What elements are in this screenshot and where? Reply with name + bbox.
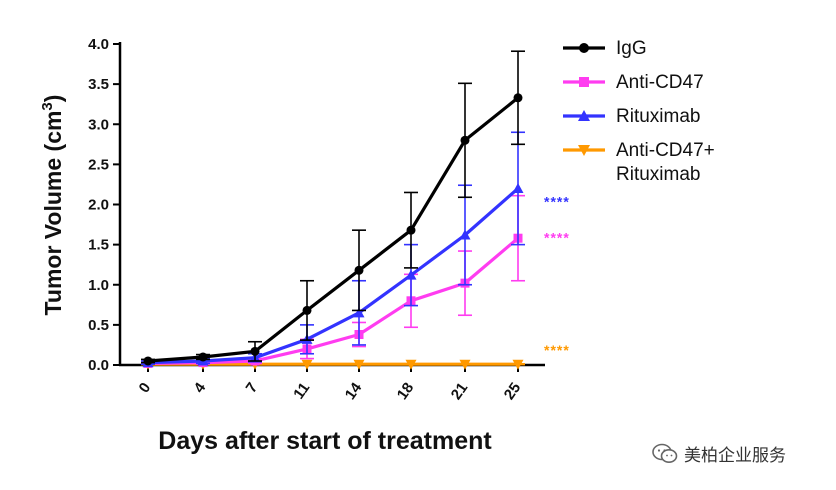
significance-annotations: **** **** **** xyxy=(544,193,570,358)
legend-entry-3: Anti-CD47+ Rituximab xyxy=(563,140,715,185)
x-tick-label: 0 xyxy=(136,380,155,397)
legend-entry-0: IgG xyxy=(563,38,647,59)
significance-marker: **** xyxy=(544,342,570,358)
y-tick-label: 1.5 xyxy=(88,237,109,254)
y-tick-label: 1.0 xyxy=(88,277,109,294)
y-ticks: 0.0 0.5 1.0 1.5 2.0 2.5 3.0 3.5 4.0 xyxy=(88,36,120,374)
wechat-icon xyxy=(652,443,678,463)
x-tick-label: 18 xyxy=(394,380,417,403)
x-tick-label: 4 xyxy=(191,379,210,396)
data-point xyxy=(405,269,417,280)
series-layer xyxy=(141,50,525,370)
data-point xyxy=(405,359,417,370)
y-tick-label: 0.5 xyxy=(88,317,109,334)
data-point xyxy=(513,93,523,103)
series-line xyxy=(147,236,520,365)
data-point xyxy=(301,359,313,370)
legend-label: IgG xyxy=(616,38,647,59)
data-point xyxy=(353,307,365,318)
series-0 xyxy=(141,50,525,366)
y-axis-title-sup: 3 xyxy=(39,102,56,110)
data-point xyxy=(459,229,471,240)
data-point xyxy=(250,346,260,356)
watermark-text: 美柏企业服务 xyxy=(684,446,786,466)
legend-label: Anti-CD47 xyxy=(616,72,704,93)
y-tick-label: 2.5 xyxy=(88,156,109,173)
legend-entry-1: Anti-CD47 xyxy=(563,72,704,93)
x-tick-label: 11 xyxy=(290,380,313,403)
x-ticks: 0 4 7 11 14 18 21 25 xyxy=(136,365,524,403)
data-point xyxy=(353,359,365,370)
legend-marker xyxy=(579,77,589,87)
data-point xyxy=(512,359,524,370)
watermark: 美柏企业服务 xyxy=(652,441,786,466)
y-tick-label: 2.0 xyxy=(88,197,109,214)
x-tick-label: 14 xyxy=(342,379,366,403)
series-1 xyxy=(141,194,525,368)
legend-marker xyxy=(578,110,590,121)
legend-label-line1: Anti-CD47+ xyxy=(616,140,715,161)
x-tick-label: 25 xyxy=(501,380,524,403)
data-point xyxy=(406,225,416,235)
y-tick-label: 3.0 xyxy=(88,116,109,133)
data-point xyxy=(198,352,208,362)
data-point xyxy=(302,305,312,315)
series-2 xyxy=(141,131,525,368)
legend-label-line2: Rituximab xyxy=(616,164,700,185)
significance-marker: **** xyxy=(544,230,570,246)
legend-marker xyxy=(578,145,590,156)
y-tick-label: 3.5 xyxy=(88,76,109,93)
y-tick-label: 0.0 xyxy=(88,357,109,374)
y-axis-title: Tumor Volume (cm3) xyxy=(39,95,66,316)
legend-label: Rituximab xyxy=(616,106,700,127)
y-axis-title-close: ) xyxy=(40,95,66,103)
y-tick-label: 4.0 xyxy=(88,36,109,53)
legend-marker xyxy=(579,43,589,53)
y-axis-title-main: Tumor Volume (cm xyxy=(40,111,66,316)
x-tick-label: 7 xyxy=(243,380,262,397)
x-axis-title: Days after start of treatment xyxy=(158,427,492,455)
significance-marker: **** xyxy=(544,193,570,209)
data-point xyxy=(354,265,364,275)
data-point xyxy=(143,356,153,366)
axes xyxy=(118,42,545,367)
svg-text:Tumor Volume (cm3): Tumor Volume (cm3) xyxy=(39,95,66,316)
series-line xyxy=(147,187,520,365)
data-point xyxy=(459,359,471,370)
legend-entry-2: Rituximab xyxy=(563,106,700,127)
legend: IgG Anti-CD47 Rituximab Anti-CD47+ Rituximab xyxy=(563,38,715,185)
data-point xyxy=(460,135,470,145)
series-line xyxy=(147,96,520,363)
x-tick-label: 21 xyxy=(448,380,471,403)
data-point xyxy=(512,182,524,193)
